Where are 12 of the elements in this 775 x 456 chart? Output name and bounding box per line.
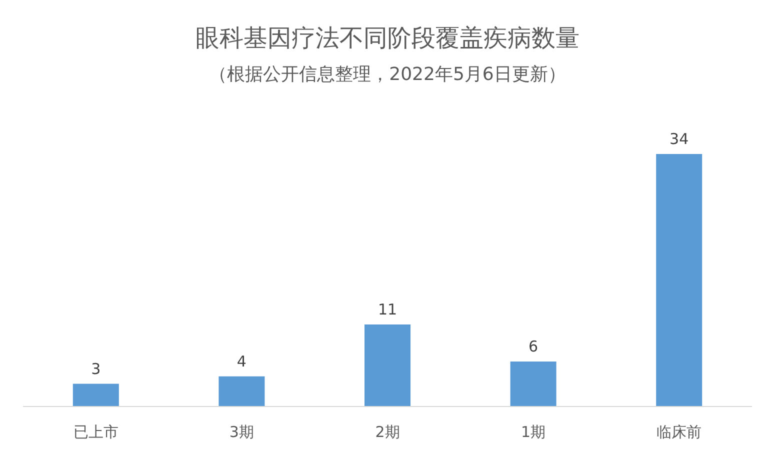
x-tick-label: 1期 [521,423,546,441]
data-label: 11 [378,300,398,318]
x-tick-label: 已上市 [73,423,118,441]
x-tick-label: 3期 [229,423,254,441]
data-label: 4 [236,352,246,370]
data-label: 3 [91,360,101,378]
x-tick-label: 临床前 [656,423,702,441]
chart-subtitle: （根据公开信息整理，2022年5月6日更新） [209,64,566,85]
chart-title: 眼科基因疗法不同阶段覆盖疾病数量 [196,24,580,52]
x-tick-label: 2期 [375,423,400,441]
data-label: 34 [670,130,689,148]
data-label: 6 [528,338,538,356]
